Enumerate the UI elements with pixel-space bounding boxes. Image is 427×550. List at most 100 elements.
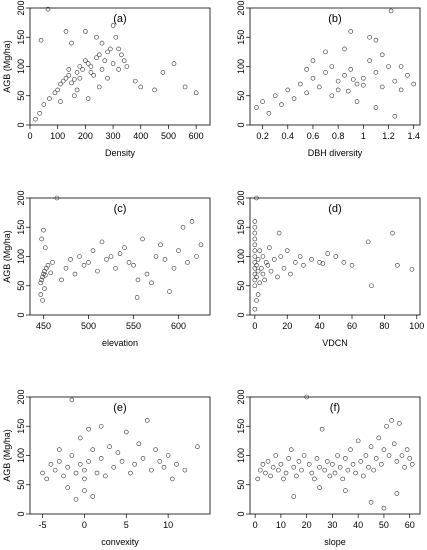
data-point (57, 447, 62, 452)
data-point (398, 64, 404, 69)
data-point (390, 230, 395, 236)
data-point (42, 272, 48, 278)
data-point (42, 286, 47, 291)
data-point (260, 254, 266, 259)
data-point (74, 70, 80, 75)
data-point (263, 470, 268, 476)
data-point (98, 423, 104, 429)
data-point (55, 87, 60, 93)
data-point (373, 456, 379, 461)
data-point (149, 467, 154, 473)
y-tick-label: 150 (16, 30, 26, 45)
data-point (323, 70, 328, 75)
data-point (66, 67, 72, 72)
data-point (323, 49, 328, 55)
data-point (260, 461, 266, 467)
data-point (252, 236, 258, 242)
data-point (317, 464, 322, 470)
data-point (367, 34, 372, 40)
y-tick-label: 200 (236, 190, 246, 205)
x-tick-label: 0.2 (256, 131, 269, 141)
data-point (38, 292, 44, 297)
data-point (63, 29, 69, 34)
x-tick-label: 0 (252, 321, 257, 331)
data-point (278, 254, 284, 259)
data-point (72, 77, 77, 82)
data-point (266, 111, 272, 116)
y-tick-label: 150 (236, 419, 246, 434)
data-point (281, 265, 287, 271)
panel-label: (b) (328, 13, 341, 25)
data-point (361, 82, 366, 88)
data-point (254, 298, 259, 303)
data-point (77, 254, 82, 259)
data-point (68, 257, 73, 262)
data-point (83, 58, 88, 63)
data-point (381, 505, 387, 511)
data-point (350, 461, 356, 467)
data-point (254, 262, 259, 268)
data-point (48, 461, 54, 467)
data-point (40, 470, 45, 476)
data-point (314, 456, 320, 461)
x-axis-label: VDCN (322, 338, 348, 348)
data-point (394, 459, 400, 464)
x-tick-label: 50 (379, 520, 389, 530)
panel-label: (d) (328, 203, 341, 215)
data-point (171, 265, 177, 271)
x-tick-label: 1.2 (382, 131, 395, 141)
data-point (329, 93, 335, 99)
data-point (131, 262, 136, 268)
data-point (140, 236, 145, 242)
data-point (252, 224, 258, 230)
data-point (189, 219, 195, 224)
data-point (167, 289, 172, 294)
x-tick-label: 60 (347, 321, 357, 331)
data-point (373, 105, 379, 110)
data-point (110, 23, 116, 28)
data-point (293, 260, 298, 265)
data-point (361, 75, 366, 81)
data-point (348, 29, 354, 34)
data-point (320, 261, 326, 266)
data-point (335, 453, 340, 458)
data-point (119, 459, 125, 464)
data-point (41, 102, 47, 107)
x-axis-label: slope (324, 537, 346, 547)
data-point (86, 426, 91, 432)
data-point (86, 459, 91, 464)
data-point (136, 441, 142, 447)
data-point (69, 397, 75, 403)
data-point (113, 265, 118, 271)
data-point (301, 453, 307, 458)
data-point (286, 456, 291, 461)
data-point (392, 78, 398, 84)
data-point (395, 262, 400, 268)
data-point (252, 283, 258, 289)
data-point (265, 459, 271, 464)
data-point (77, 435, 83, 441)
data-point (301, 262, 306, 268)
data-point (69, 40, 74, 46)
x-tick-label: 200 (78, 131, 93, 141)
data-point (259, 265, 264, 271)
data-point (281, 476, 286, 482)
data-point (90, 494, 96, 499)
data-point (386, 453, 392, 458)
data-point (304, 90, 309, 96)
data-point (273, 453, 279, 458)
data-point (402, 464, 407, 470)
data-point (74, 87, 80, 93)
data-point (345, 88, 351, 94)
data-point (379, 52, 385, 58)
data-point (255, 476, 261, 482)
data-point (306, 461, 312, 467)
x-tick-label: 20 (282, 321, 292, 331)
x-tick-label: 400 (133, 131, 148, 141)
x-tick-label: 600 (171, 321, 186, 331)
data-point (61, 473, 66, 479)
data-point (276, 467, 281, 473)
data-point (262, 277, 267, 283)
y-tick-label: 100 (16, 249, 26, 264)
data-point (405, 72, 410, 78)
